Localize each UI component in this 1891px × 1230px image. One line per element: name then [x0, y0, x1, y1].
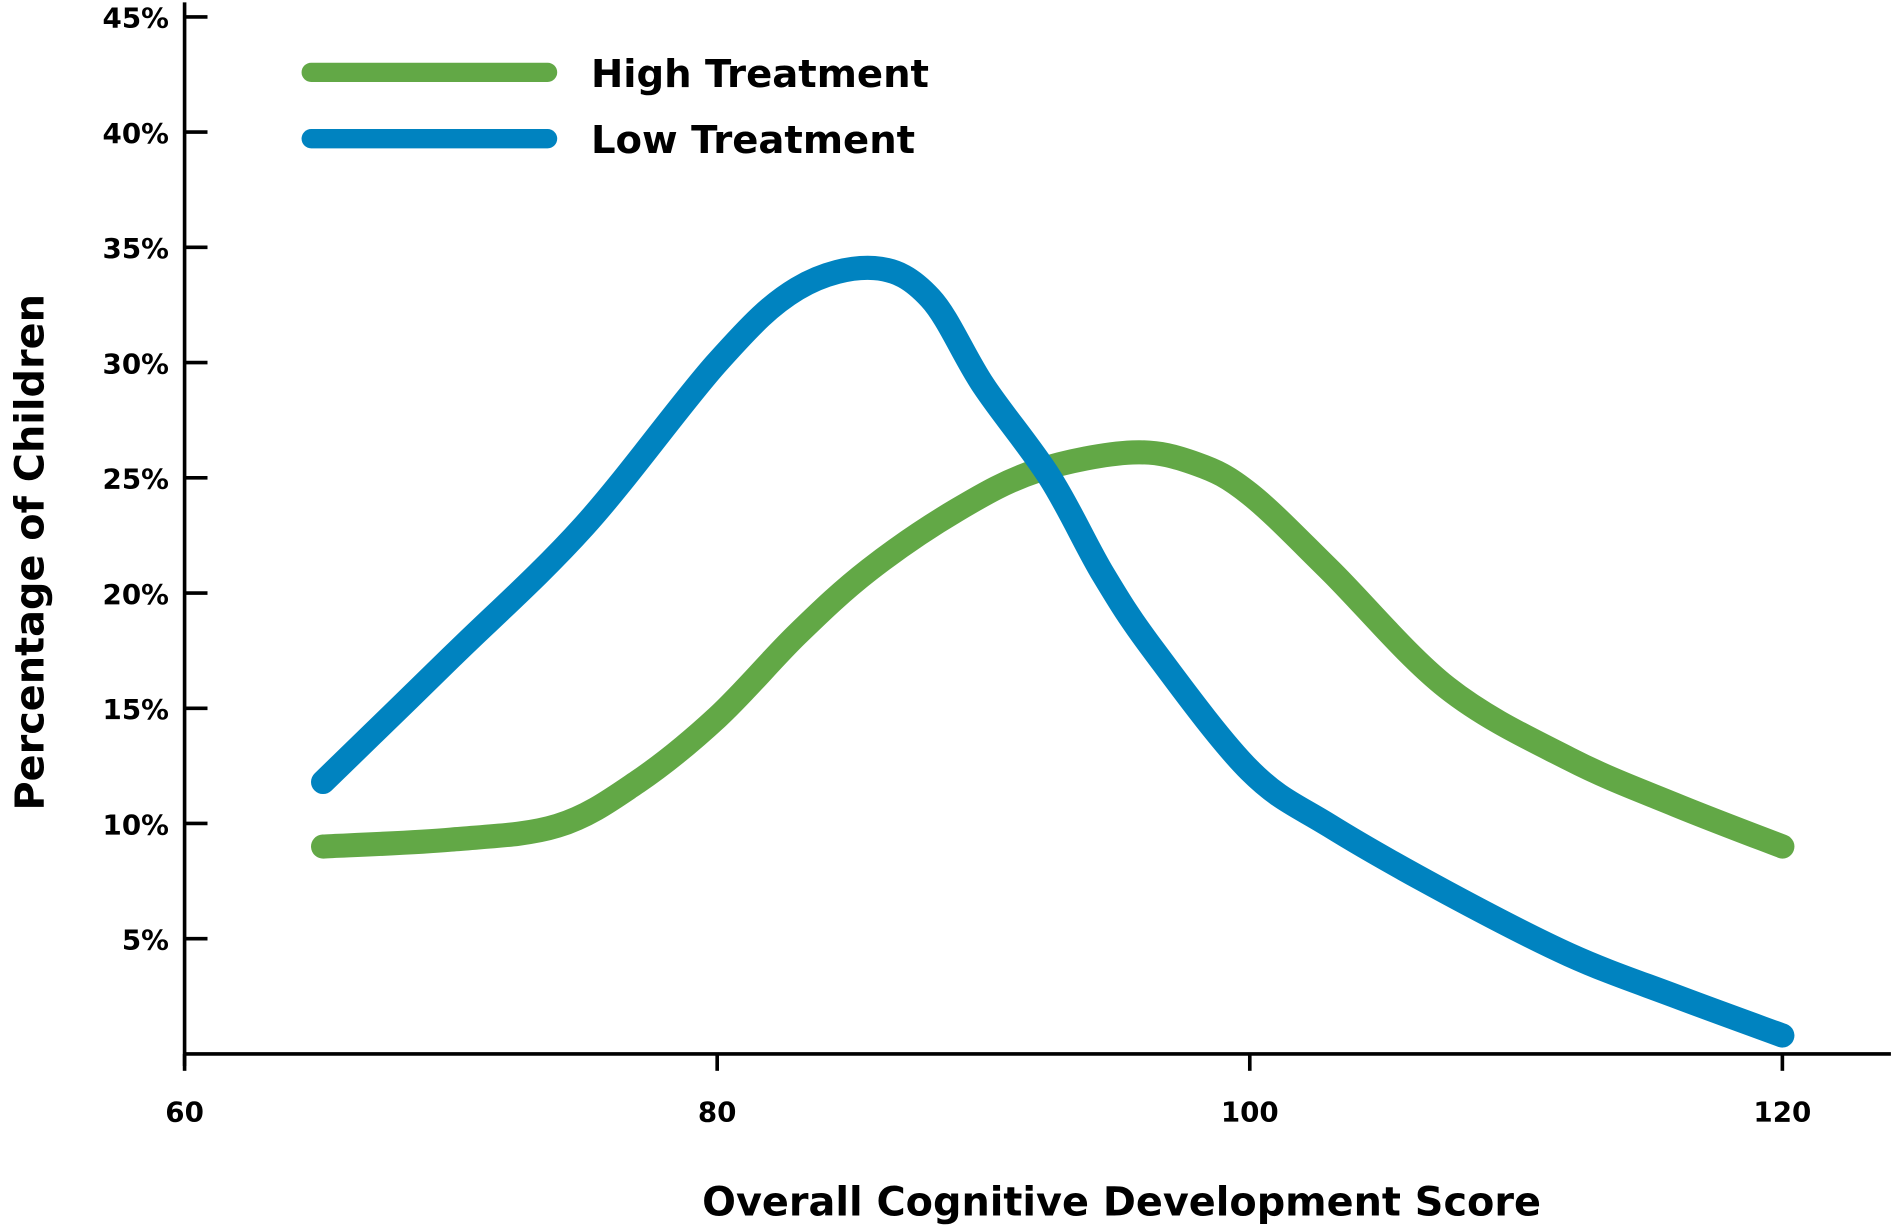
y-tick-label: 10% — [103, 808, 169, 841]
y-ticks: 5% 10% 15% 20% 25% 30% 35% 40% 45% — [103, 2, 208, 957]
y-tick-label: 40% — [103, 117, 169, 150]
series-layer — [311, 255, 1795, 1048]
y-tick-label: 25% — [103, 463, 169, 496]
y-axis-title: Percentage of Children — [7, 294, 53, 810]
x-tick-label: 80 — [698, 1095, 737, 1128]
x-tick-label: 120 — [1753, 1095, 1811, 1128]
x-tick-label: 60 — [165, 1095, 204, 1128]
series-line-low-treatment — [311, 255, 1795, 1048]
x-ticks: 60 80 100 120 — [165, 1053, 1811, 1128]
y-tick-label: 30% — [103, 347, 169, 380]
legend: High Treatment Low Treatment — [301, 52, 929, 163]
y-tick-label: 45% — [103, 2, 169, 35]
y-tick-label: 20% — [103, 578, 169, 611]
legend-item-high-treatment: High Treatment — [301, 52, 929, 97]
legend-label-low-treatment: Low Treatment — [591, 118, 915, 163]
legend-item-low-treatment: Low Treatment — [301, 118, 915, 163]
x-tick-label: 100 — [1221, 1095, 1279, 1128]
y-tick-label: 5% — [122, 924, 169, 957]
series-line-high-treatment — [311, 440, 1795, 859]
y-tick-label: 35% — [103, 232, 169, 265]
legend-label-high-treatment: High Treatment — [591, 52, 929, 97]
x-axis-title: Overall Cognitive Development Score — [702, 1180, 1541, 1226]
axes — [182, 2, 1891, 1066]
y-tick-label: 15% — [103, 693, 169, 726]
